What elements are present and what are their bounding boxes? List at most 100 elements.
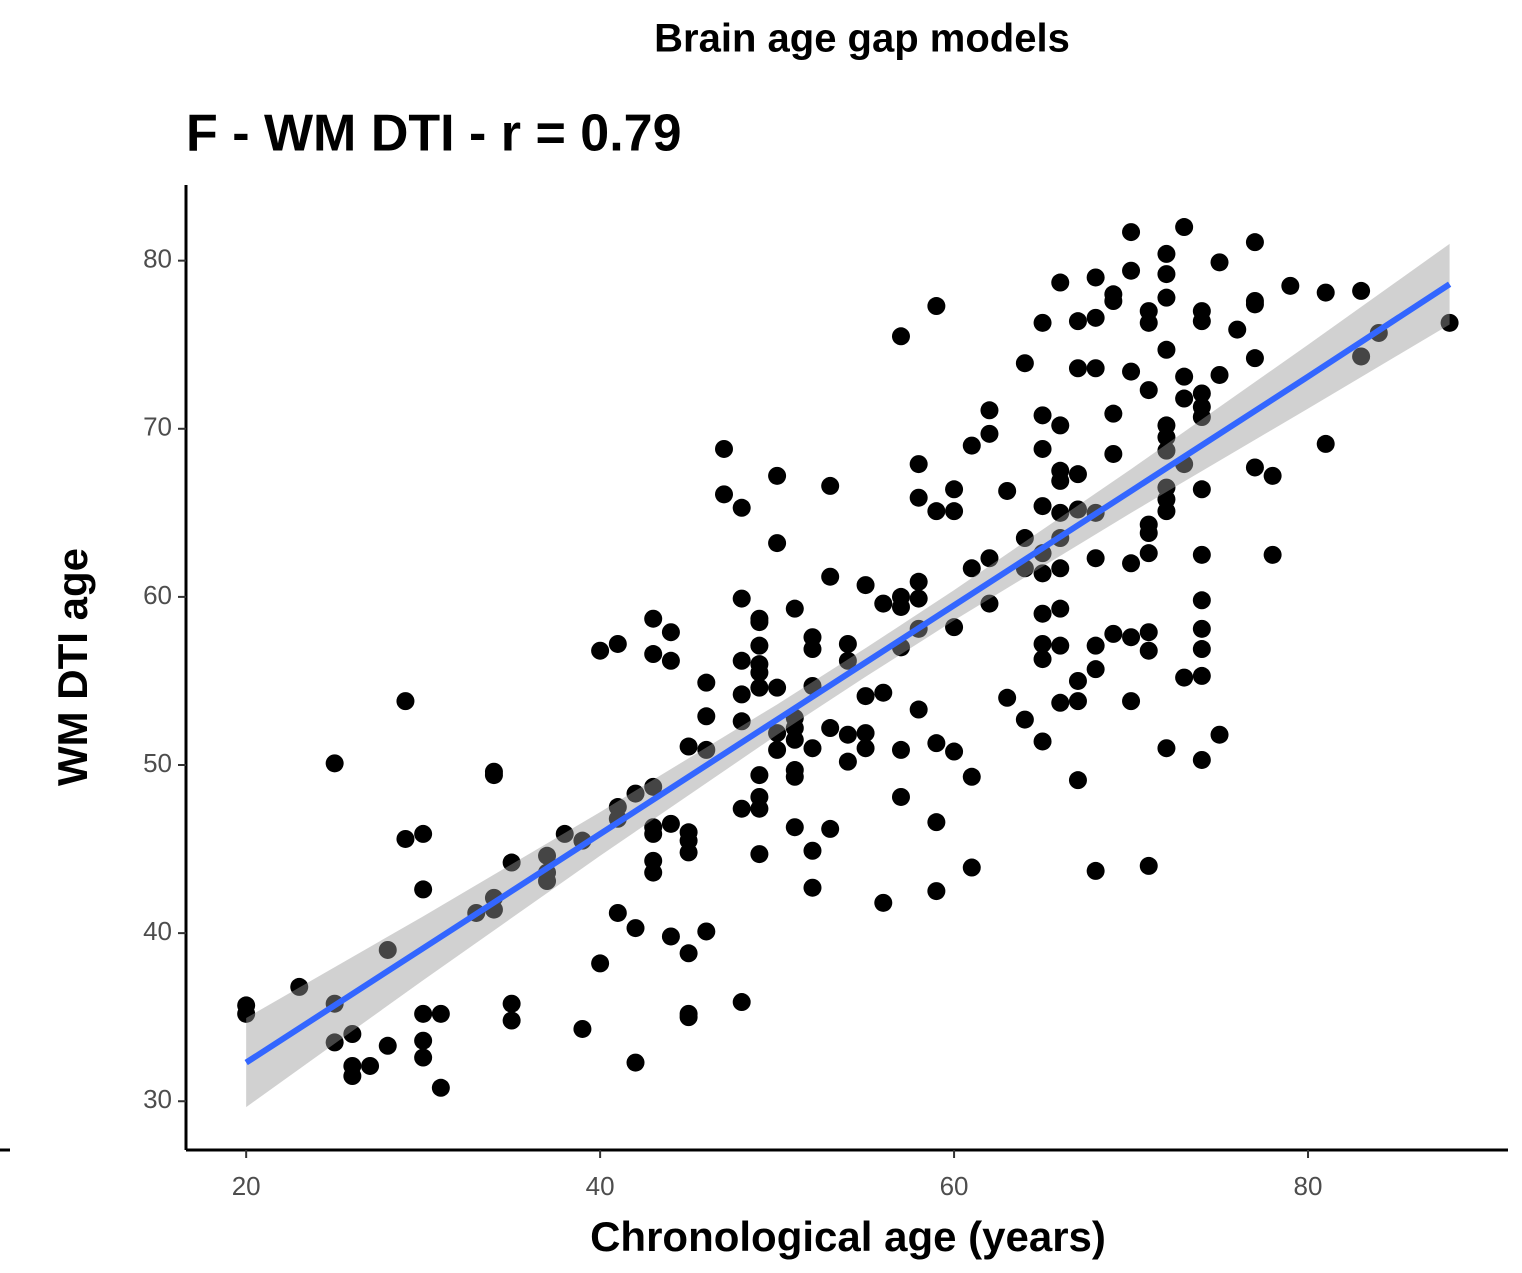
point	[1245, 233, 1264, 252]
point	[1192, 666, 1211, 685]
point	[1263, 545, 1282, 564]
point	[414, 1031, 433, 1050]
point	[909, 455, 928, 474]
point	[1086, 660, 1105, 679]
point	[502, 1011, 521, 1030]
point	[856, 687, 875, 706]
point	[945, 742, 964, 761]
point	[1104, 624, 1123, 643]
point	[1033, 732, 1052, 751]
point	[1157, 244, 1176, 263]
point	[750, 636, 769, 655]
point	[980, 424, 999, 443]
point	[891, 597, 910, 616]
point	[591, 641, 610, 660]
point	[909, 488, 928, 507]
point	[803, 739, 822, 758]
point	[1086, 861, 1105, 880]
point	[1122, 628, 1141, 647]
point	[1316, 434, 1335, 453]
point	[1139, 524, 1158, 543]
point	[1033, 634, 1052, 653]
point	[768, 466, 787, 485]
point	[750, 845, 769, 864]
point	[1051, 559, 1070, 578]
point	[732, 712, 751, 731]
point	[1086, 549, 1105, 568]
point	[1157, 265, 1176, 284]
point	[361, 1056, 380, 1075]
x-tick-label: 20	[232, 1171, 261, 1201]
point	[1086, 268, 1105, 287]
point	[838, 651, 857, 670]
point	[1122, 261, 1141, 280]
point	[1033, 313, 1052, 332]
point	[998, 481, 1017, 500]
point	[821, 476, 840, 495]
point	[838, 725, 857, 744]
point	[1033, 406, 1052, 425]
point	[768, 678, 787, 697]
point	[856, 724, 875, 743]
point	[1122, 223, 1141, 242]
point	[697, 740, 716, 759]
point	[644, 777, 663, 796]
point	[1051, 503, 1070, 522]
point	[732, 498, 751, 517]
point	[396, 692, 415, 711]
point	[1068, 312, 1087, 331]
point	[1263, 466, 1282, 485]
point	[1033, 564, 1052, 583]
point	[1086, 359, 1105, 378]
point	[945, 480, 964, 499]
point	[909, 700, 928, 719]
point	[1139, 641, 1158, 660]
point	[1352, 281, 1371, 300]
point	[679, 944, 698, 963]
point	[945, 618, 964, 637]
point	[414, 824, 433, 843]
point	[821, 567, 840, 586]
y-tick-label: 80	[143, 244, 172, 274]
point	[1192, 545, 1211, 564]
point	[573, 1019, 592, 1038]
point	[644, 609, 663, 628]
point	[927, 297, 946, 316]
point	[290, 977, 309, 996]
point	[431, 1004, 450, 1023]
point	[962, 559, 981, 578]
point	[768, 534, 787, 553]
point	[591, 954, 610, 973]
point	[821, 819, 840, 838]
point	[661, 623, 680, 642]
point	[661, 927, 680, 946]
point	[1051, 273, 1070, 292]
point	[750, 613, 769, 632]
point	[909, 572, 928, 591]
point	[661, 814, 680, 833]
point	[325, 1033, 344, 1052]
point	[343, 1024, 362, 1043]
point	[1122, 692, 1141, 711]
x-tick-label: 60	[940, 1171, 969, 1201]
point	[785, 767, 804, 786]
point	[891, 787, 910, 806]
point	[1192, 408, 1211, 427]
point	[998, 688, 1017, 707]
point	[1245, 295, 1264, 314]
point	[502, 994, 521, 1013]
point	[608, 634, 627, 653]
y-tick-label: 40	[143, 916, 172, 946]
point	[1157, 441, 1176, 460]
point	[1139, 544, 1158, 563]
x-axis-label: Chronological age (years)	[590, 1213, 1106, 1260]
point	[785, 599, 804, 618]
y-axis-label: WM DTI age	[49, 548, 96, 786]
regression-line	[244, 281, 1452, 1066]
point	[1192, 750, 1211, 769]
point	[768, 740, 787, 759]
point	[1122, 362, 1141, 381]
point	[1192, 619, 1211, 638]
point	[644, 863, 663, 882]
